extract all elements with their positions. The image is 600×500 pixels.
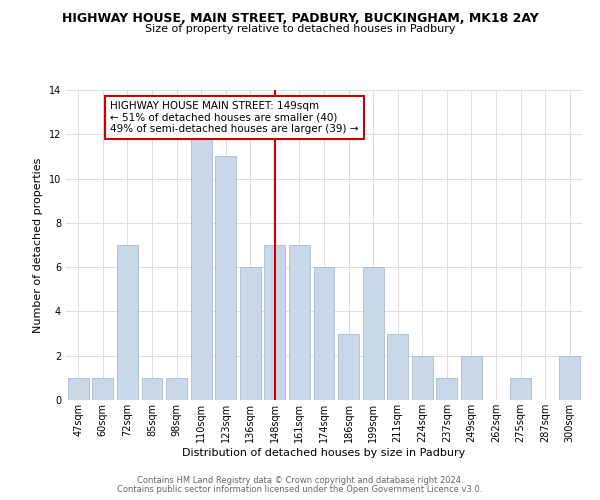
Bar bbox=[412, 356, 433, 400]
X-axis label: Distribution of detached houses by size in Padbury: Distribution of detached houses by size … bbox=[182, 448, 466, 458]
Bar bbox=[510, 378, 531, 400]
Text: Contains HM Land Registry data © Crown copyright and database right 2024.: Contains HM Land Registry data © Crown c… bbox=[137, 476, 463, 485]
Bar bbox=[289, 245, 310, 400]
Text: HIGHWAY HOUSE MAIN STREET: 149sqm
← 51% of detached houses are smaller (40)
49% : HIGHWAY HOUSE MAIN STREET: 149sqm ← 51% … bbox=[110, 101, 359, 134]
Y-axis label: Number of detached properties: Number of detached properties bbox=[33, 158, 43, 332]
Bar bbox=[142, 378, 163, 400]
Bar bbox=[117, 245, 138, 400]
Bar bbox=[215, 156, 236, 400]
Bar bbox=[191, 134, 212, 400]
Bar bbox=[92, 378, 113, 400]
Bar bbox=[387, 334, 408, 400]
Text: HIGHWAY HOUSE, MAIN STREET, PADBURY, BUCKINGHAM, MK18 2AY: HIGHWAY HOUSE, MAIN STREET, PADBURY, BUC… bbox=[62, 12, 538, 26]
Bar bbox=[166, 378, 187, 400]
Bar bbox=[362, 267, 383, 400]
Bar bbox=[68, 378, 89, 400]
Bar bbox=[338, 334, 359, 400]
Bar bbox=[559, 356, 580, 400]
Bar bbox=[265, 245, 286, 400]
Bar bbox=[240, 267, 261, 400]
Bar bbox=[436, 378, 457, 400]
Text: Contains public sector information licensed under the Open Government Licence v3: Contains public sector information licen… bbox=[118, 485, 482, 494]
Bar bbox=[461, 356, 482, 400]
Text: Size of property relative to detached houses in Padbury: Size of property relative to detached ho… bbox=[145, 24, 455, 34]
Bar bbox=[314, 267, 334, 400]
